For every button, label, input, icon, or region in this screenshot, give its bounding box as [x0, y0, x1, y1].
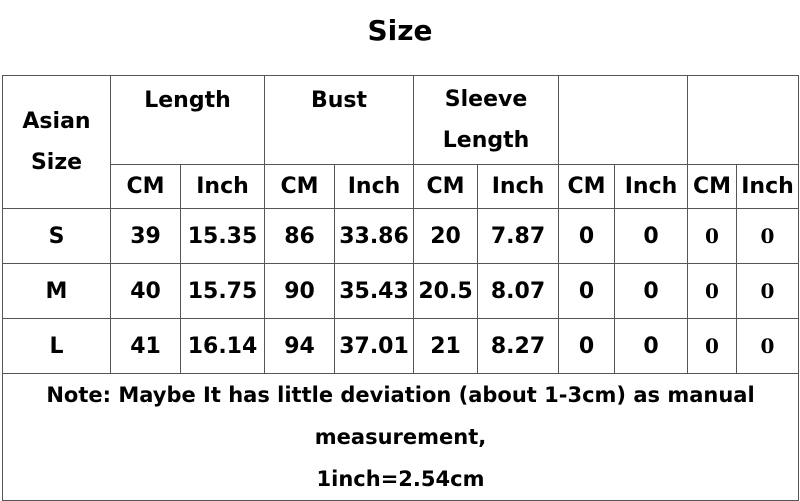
note-cell: Note: Maybe It has little deviation (abo…: [1, 373, 800, 501]
size-row: S 39 15.35 86 33.86 20 7.87 0 0 0 0: [2, 208, 800, 264]
empty-header-2: [687, 75, 800, 165]
measurement-cell: 0: [558, 263, 616, 319]
measurement-cell: 37.01: [333, 318, 415, 374]
note-row: Note: Maybe It has little deviation (abo…: [1, 373, 800, 501]
note-text: Note: Maybe It has little deviation (abo…: [46, 383, 755, 449]
sleeve-length-header: Sleeve Length: [413, 75, 560, 165]
measurement-cell: 16.14: [180, 318, 265, 374]
measurement-cell: 35.43: [333, 263, 415, 319]
size-label: L: [2, 318, 111, 374]
measurement-cell: 39: [110, 208, 181, 264]
unit-cell: Inch: [614, 164, 689, 209]
measurement-cell: 0: [614, 318, 689, 374]
measurement-cell: 0: [687, 318, 738, 374]
measurement-cell: 0: [687, 263, 738, 319]
measurement-cell: 94: [264, 318, 335, 374]
empty-header-1: [558, 75, 689, 165]
measurement-cell: 20.5: [413, 263, 479, 319]
size-row: M 40 15.75 90 35.43 20.5 8.07 0 0 0 0: [2, 263, 800, 319]
bust-header: Bust: [263, 75, 415, 165]
size-chart-table: Asian Size Length Bust Sleeve Length CM In…: [1, 75, 800, 501]
measurement-cell: 41: [110, 318, 181, 374]
measurement-cell: 15.35: [180, 208, 265, 264]
unit-cell: Inch: [477, 164, 560, 209]
measurement-cell: 0: [558, 318, 616, 374]
measurement-cell: 7.87: [477, 208, 560, 264]
measurement-cell: 20: [413, 208, 479, 264]
measurement-cell: 0: [614, 263, 689, 319]
unit-cell: Inch: [180, 164, 265, 209]
unit-cell: CM: [264, 164, 335, 209]
size-label: M: [2, 263, 111, 319]
page-title: Size: [367, 14, 433, 47]
measurement-cell: 0: [736, 318, 800, 374]
measurement-cell: 0: [736, 208, 800, 264]
note-conversion: 1inch=2.54cm: [316, 467, 485, 491]
header-row: Asian Size Length Bust Sleeve Length: [2, 75, 800, 209]
measurement-cell: 40: [110, 263, 181, 319]
measurement-cell: 33.86: [333, 208, 415, 264]
unit-cell: CM: [110, 164, 181, 209]
measurement-cell: 8.27: [477, 318, 560, 374]
length-header: Length: [110, 75, 265, 165]
size-label: S: [2, 208, 111, 264]
asian-size-header: Asian Size: [2, 75, 111, 209]
unit-cell: CM: [558, 164, 616, 209]
measurement-cell: 8.07: [477, 263, 560, 319]
measurement-cell: 86: [264, 208, 335, 264]
unit-row: CM Inch CM Inch CM Inch CM Inch CM Inch: [3, 164, 800, 209]
unit-cell: CM: [413, 164, 479, 209]
measurement-cell: 90: [264, 263, 335, 319]
measurement-cell: 0: [736, 263, 800, 319]
measurement-cell: 0: [687, 208, 738, 264]
measurement-cell: 0: [558, 208, 616, 264]
measurement-cell: 21: [413, 318, 479, 374]
size-row: L 41 16.14 94 37.01 21 8.27 0 0 0 0: [2, 318, 800, 374]
unit-cell: Inch: [736, 164, 800, 209]
measurement-cell: 0: [614, 208, 689, 264]
unit-cell: CM: [687, 164, 738, 209]
unit-cell: Inch: [333, 164, 415, 209]
measurement-cell: 15.75: [180, 263, 265, 319]
